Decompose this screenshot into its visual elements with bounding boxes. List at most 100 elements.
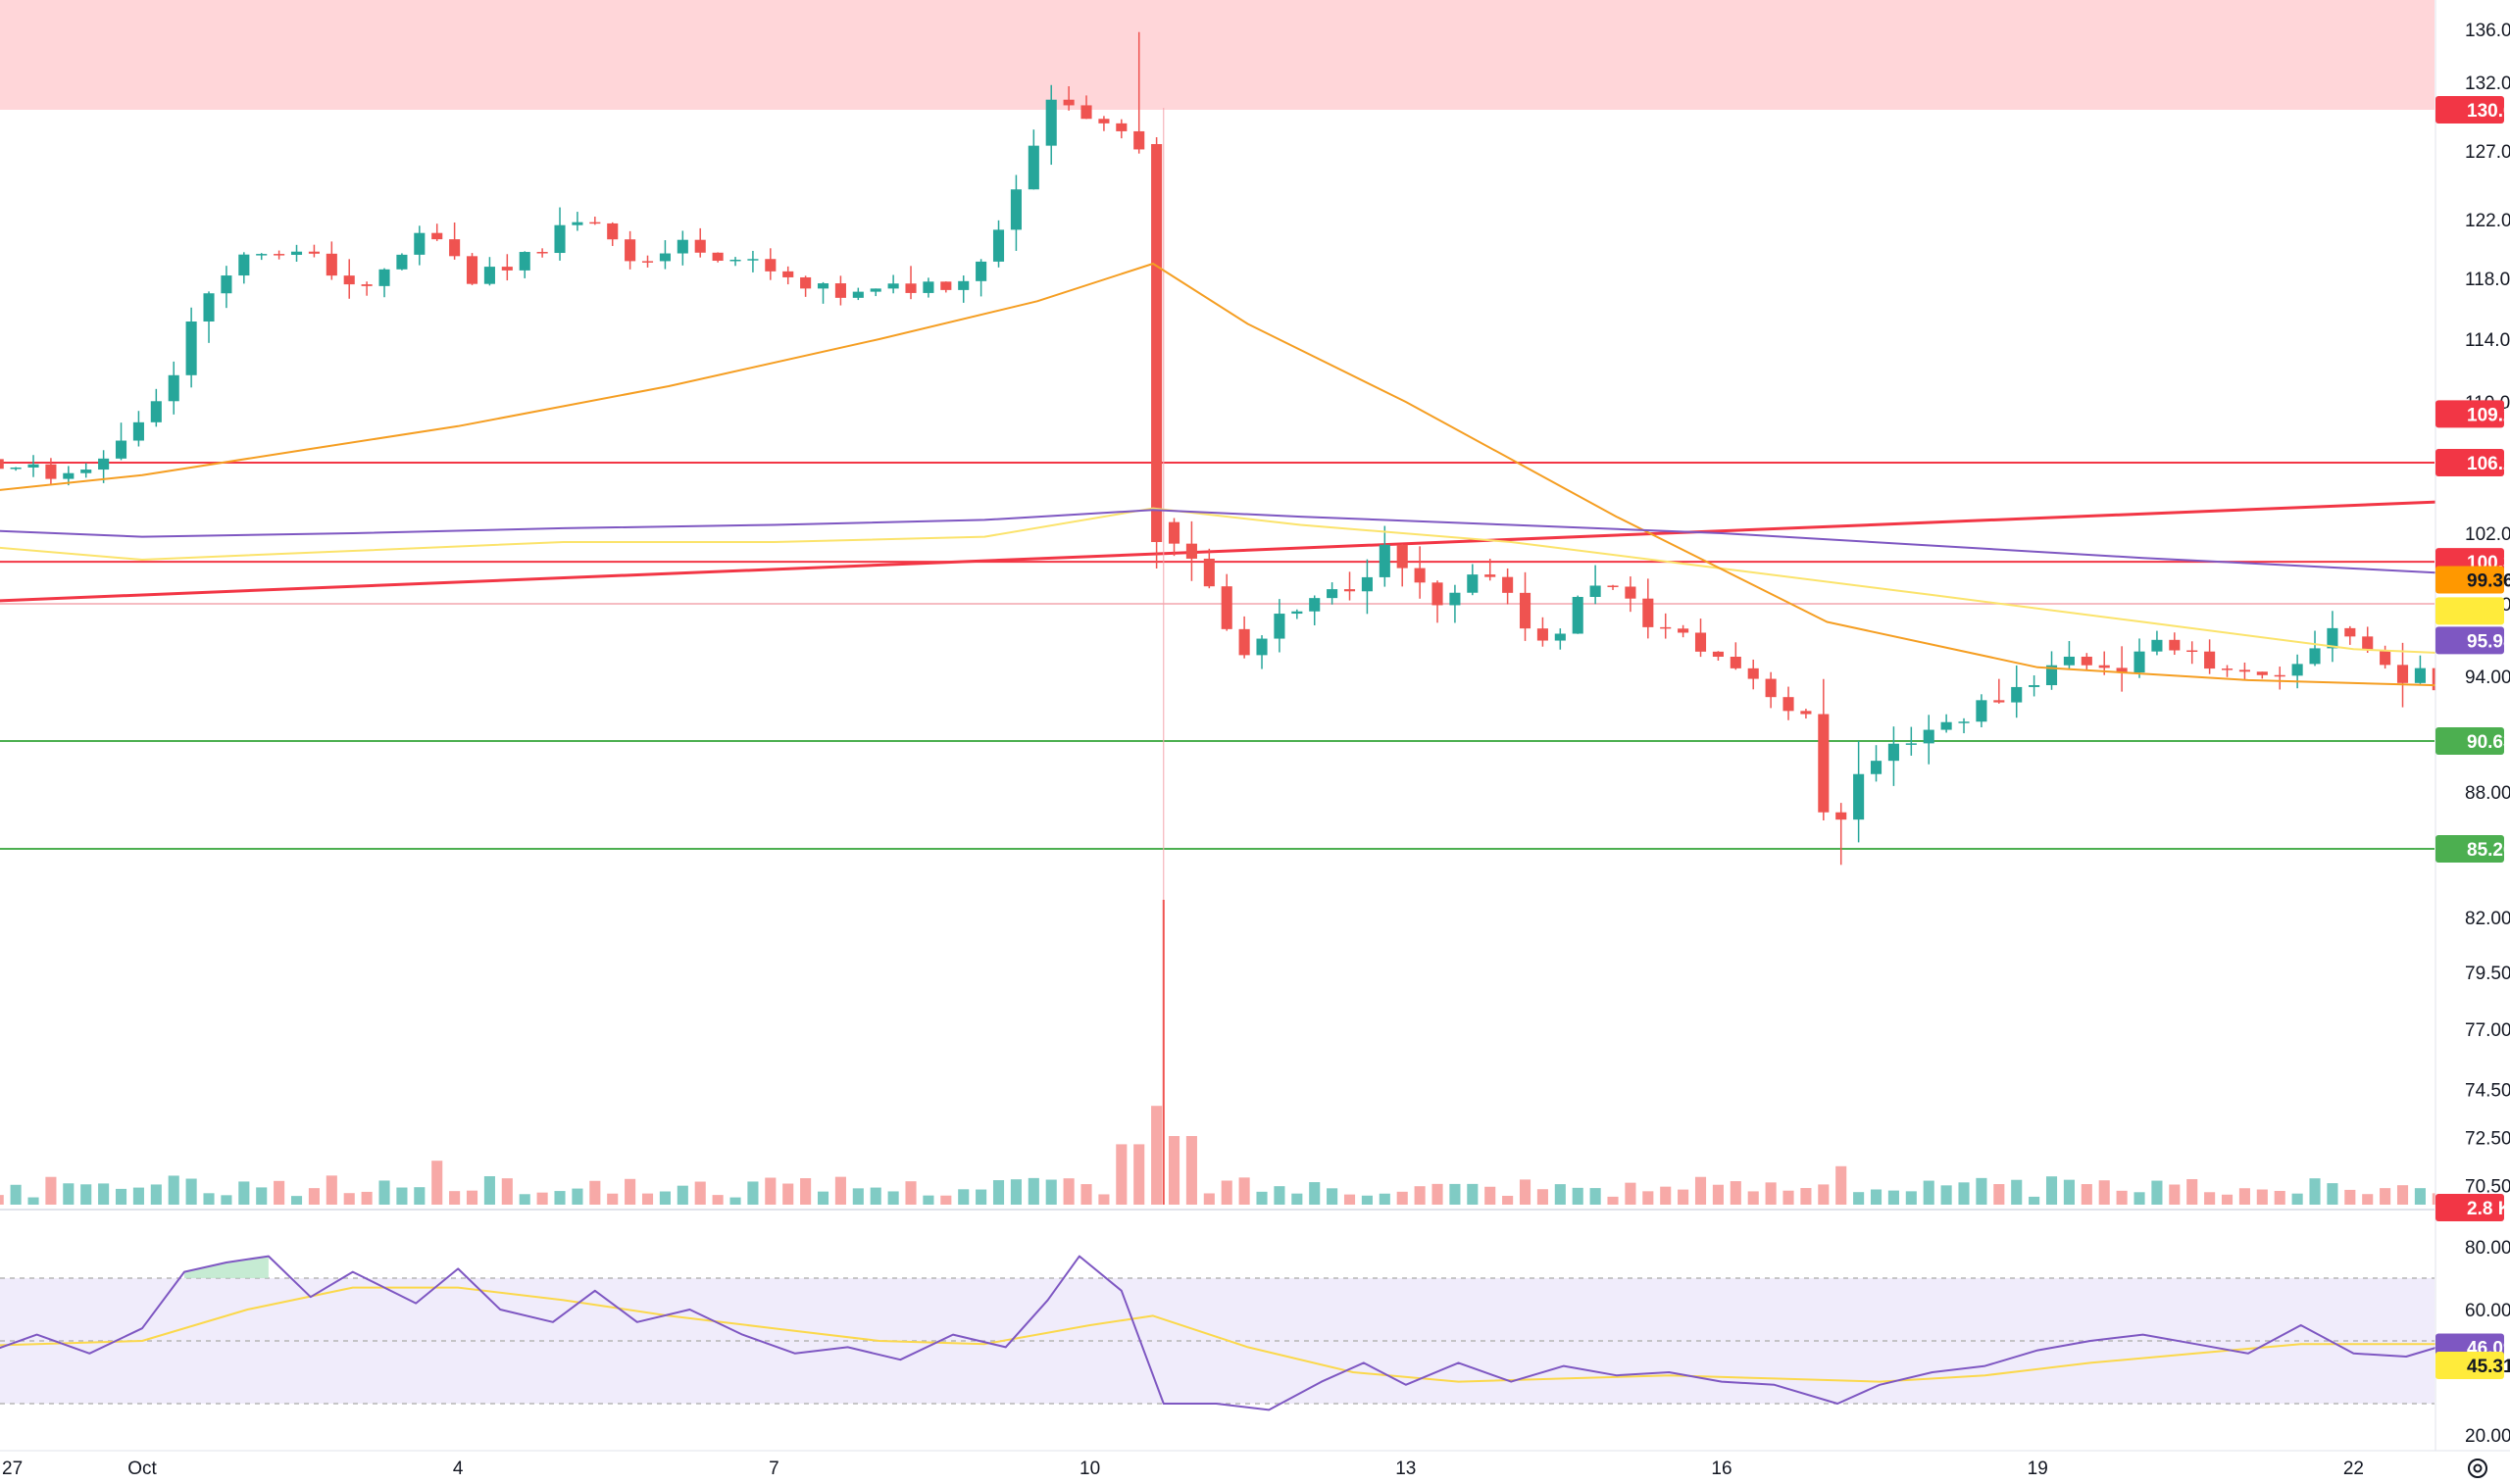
candle-body[interactable] — [1309, 598, 1321, 612]
candle-body[interactable] — [519, 252, 530, 271]
candle-body[interactable] — [1010, 189, 1022, 230]
candle-body[interactable] — [625, 239, 636, 262]
candle-body[interactable] — [256, 254, 268, 256]
candle-body[interactable] — [905, 283, 917, 293]
candle-body[interactable] — [1572, 596, 1583, 634]
candle-body[interactable] — [132, 421, 144, 441]
candle-body[interactable] — [1887, 743, 1899, 762]
candle-body[interactable] — [343, 275, 355, 285]
candle-body[interactable] — [554, 224, 566, 254]
candle-body[interactable] — [694, 239, 706, 253]
candle-body[interactable] — [2380, 650, 2391, 666]
candle-body[interactable] — [326, 253, 337, 276]
candle-body[interactable] — [414, 232, 426, 255]
candle-body[interactable] — [2291, 664, 2303, 676]
candle-body[interactable] — [2029, 685, 2040, 687]
candle-body[interactable] — [659, 253, 671, 262]
candle-body[interactable] — [1203, 558, 1215, 587]
rsi-pane[interactable] — [0, 1255, 2510, 1411]
candle-body[interactable] — [2362, 636, 2374, 651]
candle-body[interactable] — [2169, 639, 2181, 651]
candle-body[interactable] — [2045, 665, 2058, 686]
candle-body[interactable] — [1660, 626, 1672, 629]
candle-body[interactable] — [501, 267, 513, 271]
candle-body[interactable] — [203, 293, 215, 322]
candle-body[interactable] — [677, 239, 688, 254]
candle-body[interactable] — [2186, 650, 2198, 653]
candle-body[interactable] — [1730, 657, 1741, 668]
candle-body[interactable] — [1818, 714, 1830, 813]
candle-body[interactable] — [115, 440, 127, 459]
candle-body[interactable] — [150, 401, 162, 422]
candle-body[interactable] — [238, 254, 250, 276]
candle-body[interactable] — [1256, 638, 1268, 656]
candle-body[interactable] — [2396, 665, 2409, 683]
candle-body[interactable] — [1185, 543, 1197, 559]
candle-body[interactable] — [1519, 592, 1531, 629]
candle-body[interactable] — [361, 284, 373, 286]
trendline[interactable] — [0, 324, 2510, 614]
candle-body[interactable] — [1782, 697, 1794, 712]
candle-body[interactable] — [1484, 574, 1496, 577]
candle-body[interactable] — [378, 269, 390, 286]
candle-body[interactable] — [887, 283, 899, 289]
candle-body[interactable] — [1133, 130, 1145, 150]
candle-body[interactable] — [1993, 700, 2005, 703]
candle-body[interactable] — [1343, 589, 1356, 592]
candle-body[interactable] — [45, 464, 57, 479]
candle-body[interactable] — [834, 283, 846, 298]
candle-body[interactable] — [747, 259, 759, 261]
candle-body[interactable] — [1607, 585, 1619, 587]
price-axis[interactable]: 136.00132.00127.00122.00118.00114.00110.… — [2435, 0, 2510, 1484]
candle-body[interactable] — [1923, 729, 1934, 744]
candle-body[interactable] — [2098, 665, 2110, 668]
candle-body[interactable] — [1940, 721, 1952, 730]
candle-body[interactable] — [1536, 628, 1548, 641]
candle-body[interactable] — [1396, 544, 1408, 569]
candle-body[interactable] — [466, 256, 478, 284]
candle-body[interactable] — [63, 472, 75, 479]
candle-body[interactable] — [1694, 632, 1707, 652]
candle-body[interactable] — [1765, 678, 1777, 698]
candle-body[interactable] — [1800, 711, 1812, 715]
candle-body[interactable] — [572, 222, 583, 225]
candle-body[interactable] — [1712, 651, 1724, 658]
candle-body[interactable] — [940, 281, 952, 290]
candle-body[interactable] — [992, 229, 1005, 262]
candle-body[interactable] — [1625, 586, 1636, 599]
candle-body[interactable] — [2204, 651, 2216, 669]
candle-body[interactable] — [1449, 592, 1461, 606]
candle-body[interactable] — [1642, 598, 1654, 627]
candle-body[interactable] — [1063, 99, 1075, 106]
candle-body[interactable] — [2309, 648, 2321, 665]
candle-body[interactable] — [1853, 773, 1865, 820]
candle-body[interactable] — [221, 275, 232, 294]
candle-body[interactable] — [431, 232, 443, 240]
candle-body[interactable] — [782, 271, 794, 277]
candle-body[interactable] — [958, 280, 970, 290]
candle-body[interactable] — [2414, 668, 2426, 683]
candle-body[interactable] — [274, 254, 285, 256]
candle-body[interactable] — [1379, 544, 1390, 577]
candle-body[interactable] — [536, 252, 548, 254]
candle-body[interactable] — [729, 259, 741, 262]
candle-body[interactable] — [817, 283, 829, 289]
candle-body[interactable] — [2151, 639, 2163, 652]
candle-body[interactable] — [1502, 576, 1514, 593]
price-pane[interactable] — [0, 0, 2510, 1211]
candle-body[interactable] — [1976, 700, 1987, 722]
candle-body[interactable] — [2327, 627, 2338, 649]
candle-body[interactable] — [2116, 668, 2128, 673]
candle-body[interactable] — [27, 464, 39, 469]
candle-body[interactable] — [1958, 721, 1970, 723]
candle-body[interactable] — [290, 251, 303, 256]
candle-body[interactable] — [870, 288, 881, 292]
candle-body[interactable] — [2134, 651, 2145, 673]
candle-body[interactable] — [2256, 671, 2268, 675]
settings-gear-ring[interactable] — [2468, 1459, 2487, 1478]
candle-body[interactable] — [976, 261, 987, 281]
candle-body[interactable] — [1414, 568, 1426, 583]
settings-gear-icon[interactable] — [2468, 1459, 2487, 1478]
candle-body[interactable] — [607, 223, 619, 240]
